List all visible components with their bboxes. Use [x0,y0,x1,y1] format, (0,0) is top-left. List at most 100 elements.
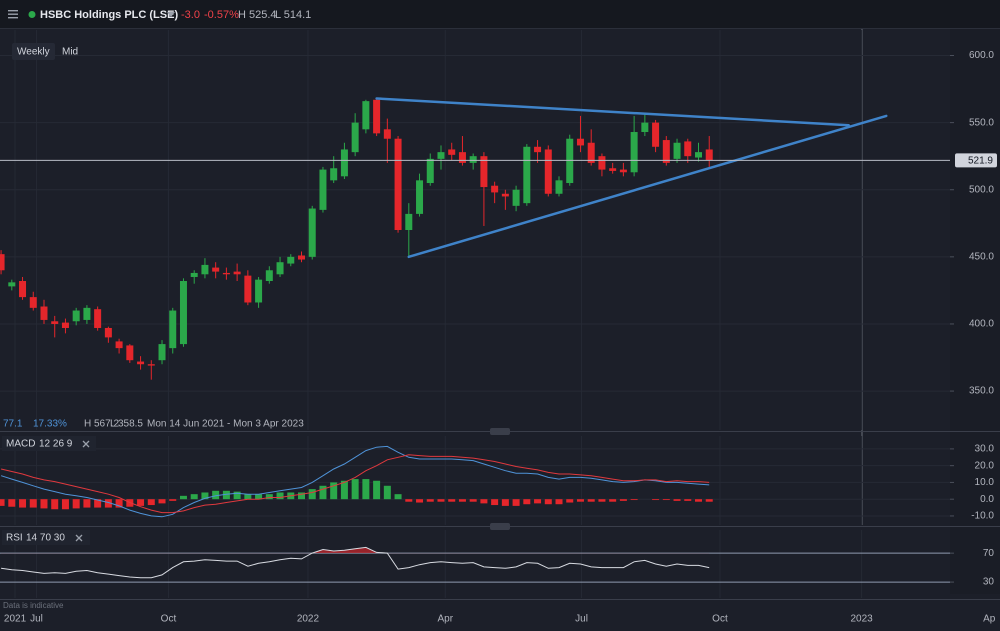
histogram-bar [512,499,520,506]
histogram-bar [684,499,692,501]
macd-line [0,445,710,518]
histogram-bar [544,499,552,505]
candle-body [147,364,155,366]
histogram-bar [265,494,273,500]
candle-body [61,322,69,328]
candle-body [458,152,466,163]
histogram-bar [244,494,252,500]
candle-body [222,272,230,275]
histogram-bar [340,480,348,500]
y-tick-label: 0.0 [980,494,994,505]
candle-body [83,307,91,320]
histogram-bar [705,499,713,502]
change: -3.0 [181,9,200,21]
candle-body [491,185,499,193]
histogram-bar [448,499,456,502]
dropdown-arrow[interactable] [167,12,175,17]
candle-body [179,281,187,345]
interval-label[interactable]: Weekly [17,47,50,58]
histogram-bar [619,499,627,501]
trendline [375,97,850,127]
histogram-bar [523,499,531,505]
candle-body [426,158,434,184]
histogram-bar [29,499,37,508]
session-high: H 525.4 [238,9,277,21]
x-tick-label: Oct [712,614,728,625]
histogram-bar [598,499,606,502]
histogram-bar [426,499,434,502]
candle-body [480,156,488,188]
histogram-bar [0,499,5,506]
candle-body [394,138,402,230]
candle-body [137,361,145,365]
histogram-bar [383,485,391,500]
candle-body [619,169,627,173]
histogram-bar [576,499,584,502]
candle-body [29,297,37,308]
histogram-bar [201,492,209,500]
histogram-bar [394,494,402,500]
x-tick-label: Jul [30,614,43,625]
close-icon[interactable] [75,534,83,542]
info-high: H 567.2 [84,419,119,430]
candle-body [673,142,681,159]
candle-body [405,213,413,230]
histogram-bar [169,499,177,501]
histogram-bar [458,499,466,502]
y-tick-label: 70 [983,548,995,559]
histogram-bar [94,499,102,508]
resize-handle[interactable] [490,523,510,530]
candle-body [340,149,348,177]
histogram-bar [351,479,359,500]
candle-body [662,140,670,163]
histogram-bar [555,499,563,505]
resize-handle[interactable] [490,428,510,435]
histogram-bar [72,499,80,509]
histogram-bar [308,489,316,500]
histogram-bar [222,490,230,500]
candle-body [190,272,198,277]
histogram-bar [212,490,220,500]
histogram-bar [673,499,681,501]
last-price-box [955,153,997,168]
candle-body [51,321,59,324]
candle-body [523,146,531,204]
y-tick-label: 500.0 [969,184,994,195]
menu-bar [8,13,18,15]
candle-body [469,156,477,163]
histogram-bar [147,499,155,506]
candle-body [512,189,520,206]
candle-body [72,310,80,322]
candle-body [351,122,359,153]
menu-icon[interactable] [8,10,18,19]
header-bar [0,0,1000,28]
histogram-bar [233,491,241,500]
histogram-bar [190,494,198,500]
candle-body [0,254,5,271]
rsi-legend-box [2,530,90,545]
x-tick-label: Oct [161,614,177,625]
candle-body [598,156,606,170]
candle-body [534,146,542,153]
y-tick-label: 20.0 [975,460,995,471]
histogram-bar [40,499,48,509]
histogram-bar [609,499,617,502]
candle-body [373,99,381,134]
close-icon[interactable] [82,440,90,448]
candle-body [587,142,595,163]
interval-button[interactable] [12,43,55,60]
histogram-bar [104,499,112,508]
x-tick-label: 2023 [850,614,873,625]
y-tick-label: 400.0 [969,319,994,330]
rsi-title: RSI [6,533,23,544]
candle-body [265,270,273,282]
price-type[interactable]: Mid [62,47,78,58]
symbol[interactable]: HSBC Holdings PLC (LSE) [40,9,178,21]
histogram-bar [179,495,187,500]
candle-body [609,168,617,171]
x-tick-label: Apr [437,614,453,625]
candle-body [330,168,338,181]
candle-body [233,271,241,275]
candle-body [298,255,306,260]
info-low: L 358.5 [110,419,143,430]
